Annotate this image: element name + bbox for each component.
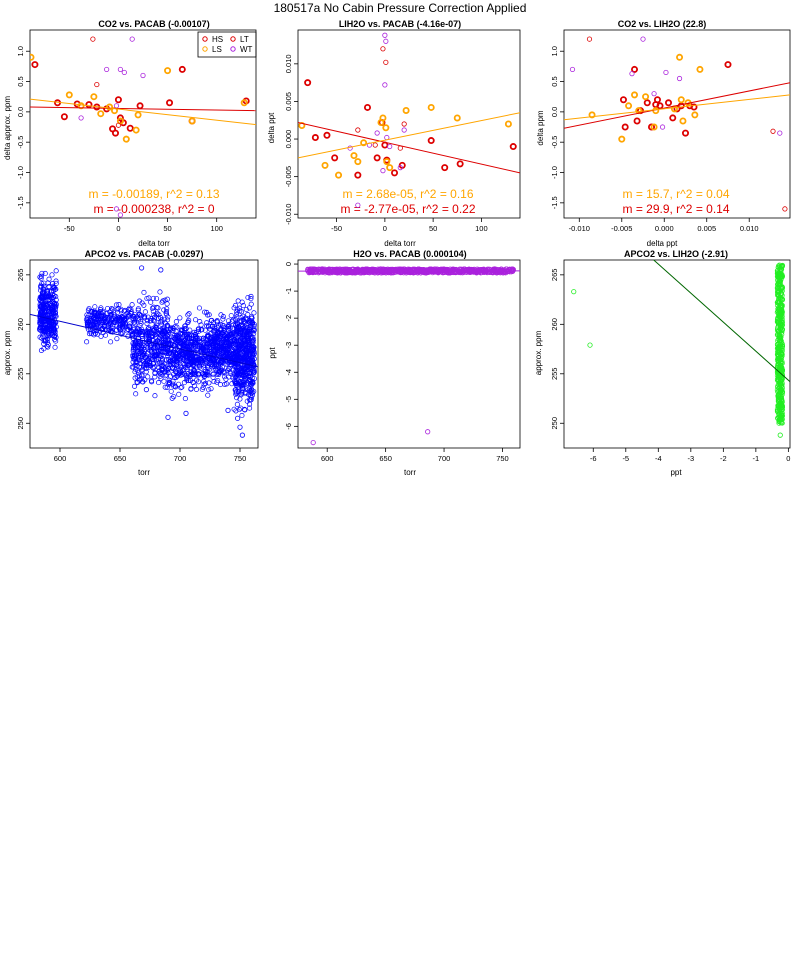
x-tick-label: 750 xyxy=(234,454,247,463)
y-tick-label: -1.5 xyxy=(16,196,25,209)
y-tick-label: 0.5 xyxy=(550,76,559,86)
y-tick-label: 265 xyxy=(550,269,559,282)
x-tick-label: -3 xyxy=(687,454,694,463)
y-axis-label: approx. ppm xyxy=(534,330,543,375)
x-axis-label: ppt xyxy=(670,468,682,477)
y-tick-label: 1.0 xyxy=(16,46,25,56)
y-axis-label: delta approx. ppm xyxy=(3,96,12,160)
x-tick-label: 0.000 xyxy=(655,224,674,233)
legend-label-hs: HS xyxy=(212,35,223,44)
y-tick-label: 260 xyxy=(550,318,559,331)
legend: HS LS LT WT xyxy=(198,32,256,57)
x-tick-label: 650 xyxy=(114,454,127,463)
x-tick-label: -50 xyxy=(64,224,75,233)
y-axis-label: ppt xyxy=(268,347,277,359)
x-tick-label: 50 xyxy=(163,224,171,233)
y-tick-label: 255 xyxy=(550,368,559,381)
y-tick-label: 0.010 xyxy=(284,54,293,73)
fit-annotation-ls: m = -0.00189, r^2 = 0.13 xyxy=(88,187,219,201)
x-tick-label: 0 xyxy=(383,224,387,233)
chart-title: H2O vs. PACAB (0.000104) xyxy=(353,249,466,259)
fit-annotation-hs: m = 29.9, r^2 = 0.14 xyxy=(622,202,729,216)
x-tick-label: 700 xyxy=(174,454,187,463)
y-axis-label: delta ppt xyxy=(267,112,276,143)
y-tick-label: 265 xyxy=(16,269,25,282)
x-axis-label: delta torr xyxy=(384,239,416,248)
y-tick-label: -2 xyxy=(284,315,293,322)
fit-annotation-ls: m = 15.7, r^2 = 0.04 xyxy=(622,187,729,201)
x-tick-label: -6 xyxy=(590,454,597,463)
y-tick-label: 1.0 xyxy=(550,46,559,56)
y-tick-label: 260 xyxy=(16,318,25,331)
fit-annotation-hs: m = -0.000238, r^2 = 0 xyxy=(93,202,214,216)
y-tick-label: 0 xyxy=(284,262,293,266)
y-tick-label: -0.5 xyxy=(16,136,25,149)
legend-label-ls: LS xyxy=(212,45,222,54)
x-tick-label: 100 xyxy=(210,224,223,233)
x-tick-label: -1 xyxy=(753,454,760,463)
y-axis-label: delta ppm xyxy=(536,110,545,145)
x-tick-label: 700 xyxy=(438,454,451,463)
fit-annotation-ls: m = 2.68e-05, r^2 = 0.16 xyxy=(342,187,473,201)
chart-title: LIH2O vs. PACAB (-4.16e-07) xyxy=(339,19,461,29)
x-tick-label: 750 xyxy=(496,454,509,463)
y-tick-label: -5 xyxy=(284,396,293,403)
y-tick-label: 0.0 xyxy=(550,107,559,117)
y-tick-label: 250 xyxy=(16,417,25,430)
x-tick-label: 600 xyxy=(54,454,67,463)
x-axis-label: torr xyxy=(404,468,416,477)
y-tick-label: -0.5 xyxy=(550,136,559,149)
x-tick-label: 0 xyxy=(786,454,790,463)
x-tick-label: 50 xyxy=(429,224,437,233)
x-tick-label: 0 xyxy=(116,224,120,233)
x-tick-label: 650 xyxy=(379,454,392,463)
x-tick-label: 600 xyxy=(321,454,334,463)
y-tick-label: -3 xyxy=(284,342,293,349)
y-tick-label: -0.005 xyxy=(284,166,293,187)
x-tick-label: -0.010 xyxy=(569,224,590,233)
x-tick-label: 0.010 xyxy=(740,224,759,233)
y-tick-label: -1.0 xyxy=(16,166,25,179)
x-axis-label: torr xyxy=(138,468,150,477)
x-tick-label: -50 xyxy=(331,224,342,233)
y-tick-label: 0.005 xyxy=(284,92,293,111)
y-tick-label: -6 xyxy=(284,423,293,430)
x-axis-label: delta ppt xyxy=(647,239,678,248)
y-tick-label: -4 xyxy=(284,369,293,376)
y-axis-label: approx. ppm xyxy=(3,330,12,375)
x-tick-label: 100 xyxy=(475,224,488,233)
chart-title: APCO2 vs. PACAB (-0.0297) xyxy=(85,249,204,259)
x-tick-label: 0.005 xyxy=(697,224,716,233)
x-tick-label: -0.005 xyxy=(611,224,632,233)
y-tick-label: 0.5 xyxy=(16,76,25,86)
y-tick-label: 250 xyxy=(550,417,559,430)
legend-label-lt: LT xyxy=(240,35,249,44)
x-tick-label: -5 xyxy=(622,454,629,463)
chart-title: CO2 vs. PACAB (-0.00107) xyxy=(98,19,209,29)
legend-label-wt: WT xyxy=(240,45,253,54)
fit-annotation-hs: m = -2.77e-05, r^2 = 0.22 xyxy=(340,202,475,216)
x-tick-label: -4 xyxy=(655,454,662,463)
y-tick-label: 0.0 xyxy=(16,107,25,117)
y-tick-label: 0.000 xyxy=(284,130,293,149)
y-tick-label: -1.5 xyxy=(550,196,559,209)
page-title: 180517a No Cabin Pressure Correction App… xyxy=(274,1,527,15)
x-axis-label: delta torr xyxy=(138,239,170,248)
y-tick-label: -1.0 xyxy=(550,166,559,179)
x-tick-label: -2 xyxy=(720,454,727,463)
y-tick-label: -0.010 xyxy=(284,204,293,225)
y-tick-label: 255 xyxy=(16,368,25,381)
y-tick-label: -1 xyxy=(284,288,293,295)
chart-title: APCO2 vs. LIH2O (-2.91) xyxy=(624,249,728,259)
chart-title: CO2 vs. LIH2O (22.8) xyxy=(618,19,707,29)
